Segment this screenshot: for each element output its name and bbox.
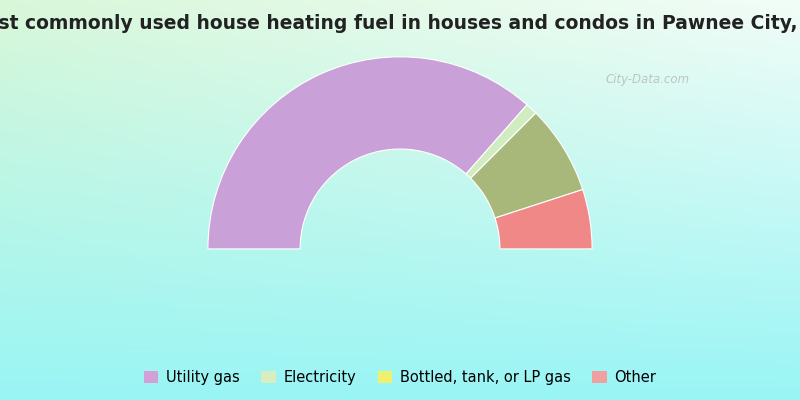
Wedge shape [470, 113, 582, 218]
Legend: Utility gas, Electricity, Bottled, tank, or LP gas, Other: Utility gas, Electricity, Bottled, tank,… [138, 364, 662, 391]
Wedge shape [208, 57, 527, 249]
Text: City-Data.com: City-Data.com [606, 74, 690, 86]
Wedge shape [495, 190, 592, 249]
Text: Most commonly used house heating fuel in houses and condos in Pawnee City, NE: Most commonly used house heating fuel in… [0, 14, 800, 33]
Wedge shape [466, 105, 536, 178]
